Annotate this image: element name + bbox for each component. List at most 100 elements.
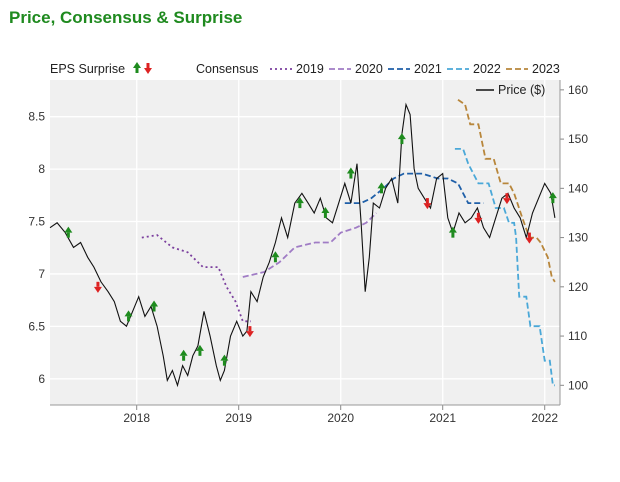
left-tick-label: 7.5 (28, 215, 45, 229)
arrow-shaft (323, 212, 327, 218)
arrow-shaft (222, 360, 226, 366)
legend-year-2022: 2022 (473, 62, 501, 76)
arrow-head (271, 251, 280, 258)
legend-year-2020: 2020 (355, 62, 383, 76)
right-tick-label: 130 (568, 231, 588, 245)
surprise-arrow-up (397, 133, 406, 145)
legend-year-2021: 2021 (414, 62, 442, 76)
x-tick-label: 2018 (123, 411, 150, 425)
arrow-head (133, 62, 141, 68)
arrow-shaft (248, 326, 252, 332)
arrow-shaft (527, 232, 531, 238)
arrow-shaft (198, 350, 202, 356)
right-tick-label: 120 (568, 280, 588, 294)
arrow-shaft (146, 63, 150, 68)
arrow-shaft (96, 281, 100, 287)
page-title: Price, Consensus & Surprise (9, 8, 243, 27)
surprise-arrow-up (124, 310, 133, 322)
surprise-arrow-up (377, 182, 386, 194)
arrow-head (220, 354, 229, 361)
x-tick-label: 2022 (531, 411, 558, 425)
arrow-shaft (505, 193, 509, 199)
legend-price: Price ($) (498, 83, 545, 97)
legend-surprise-arrows (133, 62, 152, 74)
surprise-arrow-down (423, 198, 432, 210)
surprise-markers (64, 133, 557, 366)
arrow-head (321, 206, 330, 213)
arrow-shaft (182, 355, 186, 361)
arrow-head (124, 310, 133, 317)
surprise-arrow-up (271, 251, 280, 263)
surprise-arrow-up (179, 349, 188, 361)
surprise-arrow-up (321, 206, 330, 218)
x-tick-label: 2021 (429, 411, 456, 425)
consensus-lines (141, 98, 556, 387)
arrow-head (423, 203, 432, 210)
consensus-line-2021 (344, 172, 484, 204)
surprise-arrow-down (474, 212, 483, 224)
price-line (49, 102, 556, 388)
right-tick-label: 110 (568, 329, 587, 343)
arrow-head (346, 167, 355, 174)
arrow-head (179, 349, 188, 356)
x-tick-label: 2020 (327, 411, 354, 425)
arrow-head (150, 300, 159, 307)
consensus-line-2022 (454, 148, 555, 387)
arrow-head (448, 226, 457, 233)
consensus-line-2019 (141, 234, 251, 323)
surprise-arrow-up (346, 167, 355, 179)
arrow-head (93, 286, 102, 293)
surprise-arrow-down (525, 232, 534, 244)
surprise-arrow-up (195, 344, 204, 356)
legend-year-2023: 2023 (532, 62, 560, 76)
left-tick-label: 8 (38, 162, 45, 176)
legend-years: 2019 2020 2021 2022 2023 (270, 62, 560, 76)
surprise-arrow-up (295, 197, 304, 209)
surprise-arrow-up (548, 192, 557, 204)
arrow-head (245, 331, 254, 338)
legend: EPS Surprise Consensus 2019 2020 2021 2022 2… (50, 62, 560, 97)
legend-consensus: Consensus (196, 62, 259, 76)
arrow-shaft (152, 306, 156, 312)
right-tick-label: 160 (568, 83, 588, 97)
arrow-head (502, 198, 511, 205)
left-tick-label: 6 (38, 372, 45, 386)
consensus-line-2020 (242, 212, 378, 278)
price-path (49, 102, 556, 388)
right-tick-label: 100 (568, 378, 588, 392)
legend-eps-surprise: EPS Surprise (50, 62, 125, 76)
arrow-shaft (349, 173, 353, 179)
gridlines (50, 80, 560, 405)
arrow-head (295, 197, 304, 204)
right-tick-label: 150 (568, 132, 588, 146)
arrow-head (64, 226, 73, 233)
surprise-arrow-up (448, 226, 457, 238)
surprise-arrow-down (93, 281, 102, 293)
x-tick-label: 2019 (225, 411, 252, 425)
arrow-head (195, 344, 204, 351)
arrow-head (144, 68, 152, 74)
consensus-line-2023 (457, 98, 556, 283)
arrow-shaft (127, 316, 131, 322)
arrow-shaft (476, 212, 480, 218)
arrow-shaft (551, 198, 555, 204)
arrow-shaft (66, 232, 70, 238)
right-tick-label: 140 (568, 181, 588, 195)
arrow-head (548, 192, 557, 199)
arrow-head (474, 217, 483, 224)
arrow-head (397, 133, 406, 140)
arrow-shaft (298, 203, 302, 209)
arrow-shaft (380, 188, 383, 194)
legend-year-2019: 2019 (296, 62, 324, 76)
arrow-shaft (400, 139, 404, 145)
surprise-arrow-down (245, 326, 254, 338)
arrow-shaft (273, 257, 277, 263)
left-tick-label: 6.5 (28, 319, 45, 333)
plot-area (50, 80, 560, 405)
surprise-arrow-down (502, 193, 511, 205)
arrow-shaft (451, 232, 455, 238)
legend-up-arrow (133, 62, 141, 73)
arrow-head (377, 182, 386, 189)
legend-down-arrow (144, 63, 152, 74)
arrow-shaft (135, 68, 139, 73)
